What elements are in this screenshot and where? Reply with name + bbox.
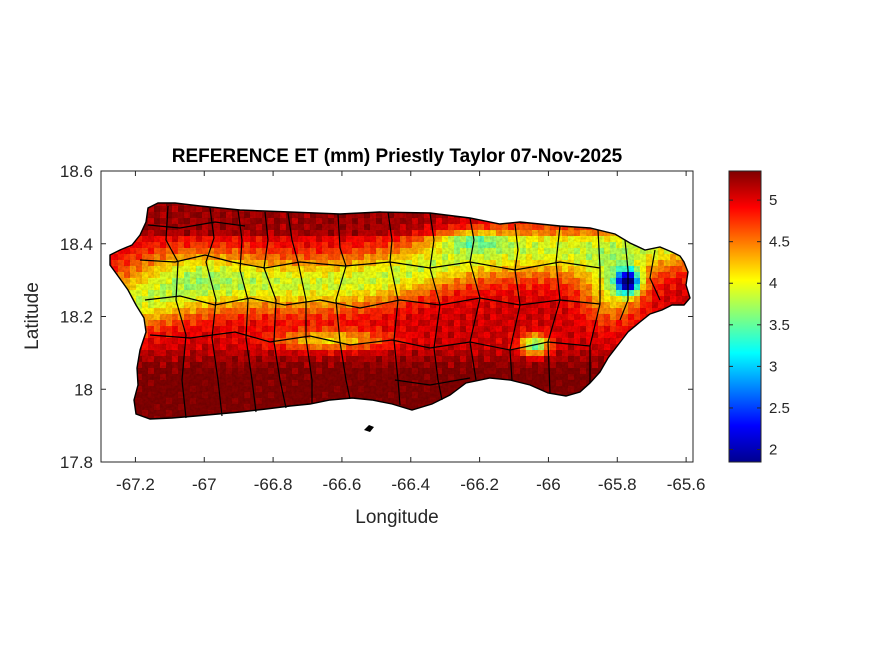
y-tick-label: 17.8	[60, 453, 93, 472]
municipality-boundary	[589, 229, 601, 383]
colorbar-tick-label: 5	[769, 192, 777, 209]
x-tick-label: -65.6	[667, 475, 706, 494]
x-tick-label: -66	[536, 475, 561, 494]
x-tick-label: -66.4	[391, 475, 430, 494]
municipality-boundary	[147, 221, 246, 229]
x-tick-label: -66.8	[254, 475, 293, 494]
municipality-boundary	[619, 239, 629, 321]
y-axis-ticks: 17.8 18 18.2 18.4 18.6	[60, 162, 693, 472]
colorbar-tick-label: 3	[769, 358, 777, 375]
colorbar-tick-label: 2.5	[769, 400, 790, 417]
municipality-boundary	[165, 205, 187, 419]
municipality-boundary	[237, 209, 257, 413]
municipality-boundary	[149, 331, 591, 351]
x-tick-label: -67.2	[116, 475, 155, 494]
x-axis-label: Longitude	[355, 507, 438, 528]
caja-de-muertos-island	[364, 425, 374, 432]
y-axis-label: Latitude	[22, 282, 43, 350]
municipality-boundary	[509, 223, 521, 381]
y-tick-label: 18.6	[60, 162, 93, 181]
municipality-boundary	[394, 377, 471, 386]
municipality-boundary	[205, 207, 223, 417]
x-tick-label: -65.8	[598, 475, 637, 494]
municipality-boundary	[335, 213, 351, 400]
municipality-boundaries	[139, 205, 661, 419]
municipality-boundary	[469, 217, 481, 381]
y-tick-label: 18.2	[60, 308, 93, 327]
x-axis-ticks: -67.2 -67 -66.8 -66.6 -66.4 -66.2 -66 -65.8 -65.…	[116, 171, 705, 494]
municipality-boundary	[287, 212, 313, 404]
colorbar-ticks: 2 2.5 3 3.5 4 4.5 5	[729, 192, 790, 459]
colorbar	[728, 170, 762, 463]
x-tick-label: -67	[192, 475, 217, 494]
colorbar-tick-label: 2	[769, 442, 777, 459]
colorbar-tick-label: 4.5	[769, 234, 790, 251]
municipality-boundary	[547, 225, 561, 394]
colorbar-tick-label: 4	[769, 275, 777, 292]
x-tick-label: -66.6	[323, 475, 362, 494]
colorbar-tick-label: 3.5	[769, 317, 790, 334]
chart-title: REFERENCE ET (mm) Priestly Taylor 07-Nov…	[172, 146, 623, 167]
y-tick-label: 18	[74, 380, 93, 399]
y-tick-label: 18.4	[60, 235, 93, 254]
x-tick-label: -66.2	[460, 475, 499, 494]
municipality-boundary	[429, 212, 443, 401]
municipality-boundary	[263, 211, 287, 409]
municipality-boundary	[649, 249, 661, 301]
coastline	[109, 202, 691, 420]
